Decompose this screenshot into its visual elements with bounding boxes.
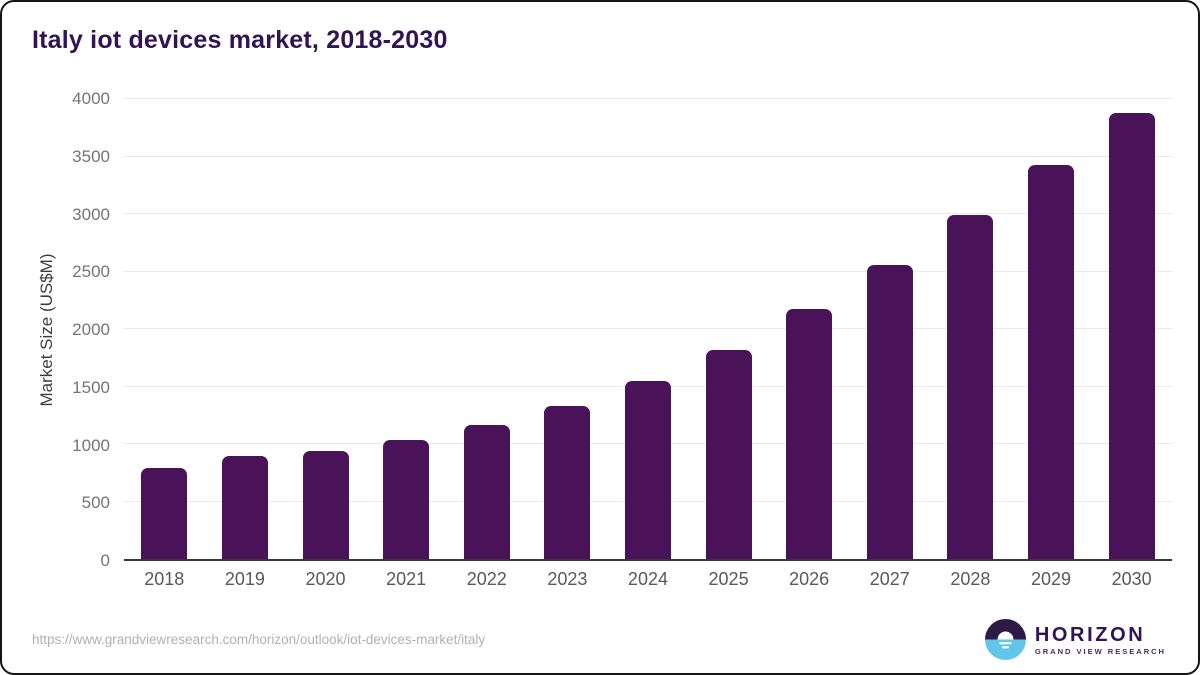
logo-subtitle: GRAND VIEW RESEARCH bbox=[1034, 646, 1166, 656]
x-tick-label-2026: 2026 bbox=[789, 569, 830, 589]
x-tick-label-2018: 2018 bbox=[144, 569, 185, 589]
x-tick-label-2028: 2028 bbox=[950, 569, 991, 589]
x-tick-label-2024: 2024 bbox=[627, 569, 668, 589]
horizon-logo-icon bbox=[984, 619, 1026, 660]
y-tick-label-500: 500 bbox=[81, 493, 110, 513]
bar-cell-2022: 2022 bbox=[446, 99, 527, 589]
bar-2022[interactable] bbox=[463, 425, 510, 559]
bar-2028[interactable] bbox=[947, 215, 994, 559]
y-tick-label-3000: 3000 bbox=[72, 204, 110, 224]
x-tick-label-2022: 2022 bbox=[466, 569, 507, 589]
bar-cell-2028: 2028 bbox=[930, 99, 1011, 589]
bar-cell-2021: 2021 bbox=[366, 99, 447, 589]
y-tick-label-3500: 3500 bbox=[72, 146, 110, 166]
bar-2026[interactable] bbox=[786, 308, 833, 559]
bar-2027[interactable] bbox=[866, 264, 913, 559]
y-tick-label-2000: 2000 bbox=[72, 320, 110, 339]
x-tick-label-2025: 2025 bbox=[708, 569, 749, 589]
bar-cell-2019: 2019 bbox=[205, 99, 286, 589]
x-tick-label-2020: 2020 bbox=[305, 569, 346, 589]
gridline-3000 bbox=[124, 213, 1172, 214]
bar-cell-2025: 2025 bbox=[688, 99, 769, 589]
bar-cell-2024: 2024 bbox=[608, 99, 689, 589]
x-tick-label-2023: 2023 bbox=[547, 569, 588, 589]
bar-2024[interactable] bbox=[624, 381, 671, 559]
x-tick-label-2030: 2030 bbox=[1111, 569, 1152, 589]
chart-title: Italy iot devices market, 2018-2030 bbox=[32, 26, 448, 54]
bar-cell-2026: 2026 bbox=[769, 99, 850, 589]
y-tick-label-2500: 2500 bbox=[72, 262, 110, 282]
y-tick-label-1000: 1000 bbox=[72, 435, 110, 455]
bar-2030[interactable] bbox=[1108, 112, 1155, 559]
bar-2021[interactable] bbox=[383, 439, 430, 559]
y-tick-label-0: 0 bbox=[100, 551, 110, 570]
x-tick-label-2019: 2019 bbox=[224, 569, 265, 589]
y-tick-label-1500: 1500 bbox=[72, 377, 110, 397]
bar-cell-2029: 2029 bbox=[1011, 99, 1092, 589]
bar-cell-2030: 2030 bbox=[1091, 99, 1172, 589]
y-tick-label-4000: 4000 bbox=[72, 89, 110, 108]
plot-area: 2018 2019 2020 2021 2022 2023 2024 2025 2026 2027… bbox=[124, 98, 1172, 589]
gridline-2500 bbox=[124, 270, 1172, 272]
bar-cell-2023: 2023 bbox=[527, 99, 608, 589]
x-tick-label-2027: 2027 bbox=[869, 569, 910, 589]
logo-title: HORIZON bbox=[1034, 623, 1146, 646]
bar-cell-2027: 2027 bbox=[849, 99, 930, 589]
gridline-2000 bbox=[124, 328, 1172, 329]
bar-2023[interactable] bbox=[544, 406, 591, 559]
source-url: https://www.grandviewresearch.com/horizo… bbox=[32, 632, 486, 647]
bar-2029[interactable] bbox=[1028, 164, 1074, 559]
x-tick-label-2029: 2029 bbox=[1030, 569, 1072, 589]
bar-cell-2020: 2020 bbox=[285, 99, 366, 589]
gridline-4000 bbox=[124, 98, 1172, 99]
bar-2018[interactable] bbox=[141, 467, 188, 559]
bar-2020[interactable] bbox=[302, 451, 349, 559]
bar-2025[interactable] bbox=[705, 349, 752, 559]
gridline-3500 bbox=[124, 155, 1172, 157]
bar-cell-2018: 2018 bbox=[124, 99, 205, 589]
x-tick-label-2021: 2021 bbox=[386, 569, 427, 589]
horizon-logo: HORIZON GRAND VIEW RESEARCH bbox=[984, 619, 1166, 660]
bar-2019[interactable] bbox=[221, 455, 268, 559]
